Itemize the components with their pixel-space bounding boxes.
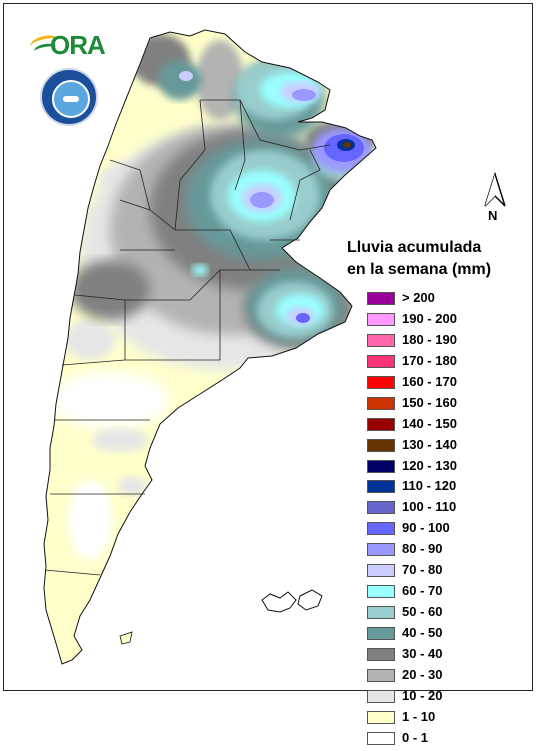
legend-label: 190 - 200: [402, 310, 457, 326]
legend-swatch: [367, 396, 395, 410]
legend-swatch: [367, 627, 395, 640]
legend-label: > 200: [402, 290, 435, 305]
legend-swatch: [367, 731, 395, 745]
legend-label: 120 - 130: [402, 457, 457, 473]
legend-swatch: [367, 312, 395, 326]
legend-title: Lluvia acumulada en la semana (mm): [347, 237, 491, 281]
legend-label: 170 - 180: [402, 352, 457, 368]
legend-title-line1: Lluvia acumulada: [347, 239, 482, 256]
north-label: N: [488, 208, 498, 223]
legend-label: 130 - 140: [402, 436, 457, 452]
legend-label: 70 - 80: [402, 562, 443, 578]
legend-swatch: [367, 292, 395, 305]
legend-label: 20 - 30: [402, 666, 443, 682]
ora-logo: ORA: [50, 30, 106, 60]
legend-swatch: [367, 647, 395, 661]
legend-swatch: [367, 417, 395, 431]
legend-swatch: [367, 333, 395, 347]
legend-label: 160 - 170: [402, 373, 457, 389]
legend-swatch: [367, 522, 395, 536]
legend-label: 90 - 100: [402, 520, 450, 536]
legend-label: 140 - 150: [402, 415, 457, 431]
legend-label: 1 - 10: [402, 708, 436, 724]
legend-label: 100 - 110: [402, 499, 457, 515]
legend-swatch: [367, 710, 395, 724]
smn-logo-band-icon: [63, 96, 79, 102]
legend-label: 10 - 20: [402, 687, 443, 703]
legend-swatch: [367, 668, 395, 682]
legend-label: 150 - 160: [402, 394, 457, 410]
legend-swatch: [367, 438, 395, 452]
legend-swatch: [367, 543, 395, 557]
smn-logo: [40, 68, 98, 126]
legend-swatch: [367, 375, 395, 389]
legend-swatch: [367, 564, 395, 578]
legend-label: 50 - 60: [402, 604, 443, 620]
legend-label: 40 - 50: [402, 625, 443, 640]
legend-label: 0 - 1: [402, 729, 429, 745]
legend-swatch: [367, 606, 395, 620]
legend-swatch: [367, 354, 395, 368]
legend-label: 80 - 90: [402, 541, 443, 557]
legend-label: 30 - 40: [402, 645, 443, 661]
rainfall-map: [43, 29, 377, 665]
legend-swatch: [367, 459, 395, 473]
legend-swatch: [367, 585, 395, 599]
north-arrow-icon: [484, 172, 506, 207]
smn-logo-emblem-icon: [52, 80, 90, 118]
legend-swatch: [367, 480, 395, 494]
legend-label: 180 - 190: [402, 331, 457, 347]
legend-title-line2: en la semana (mm): [347, 261, 492, 278]
legend-label: 110 - 120: [402, 478, 457, 494]
legend-label: 60 - 70: [402, 583, 443, 599]
legend-swatch: [367, 501, 395, 515]
legend-swatch: [367, 689, 395, 703]
